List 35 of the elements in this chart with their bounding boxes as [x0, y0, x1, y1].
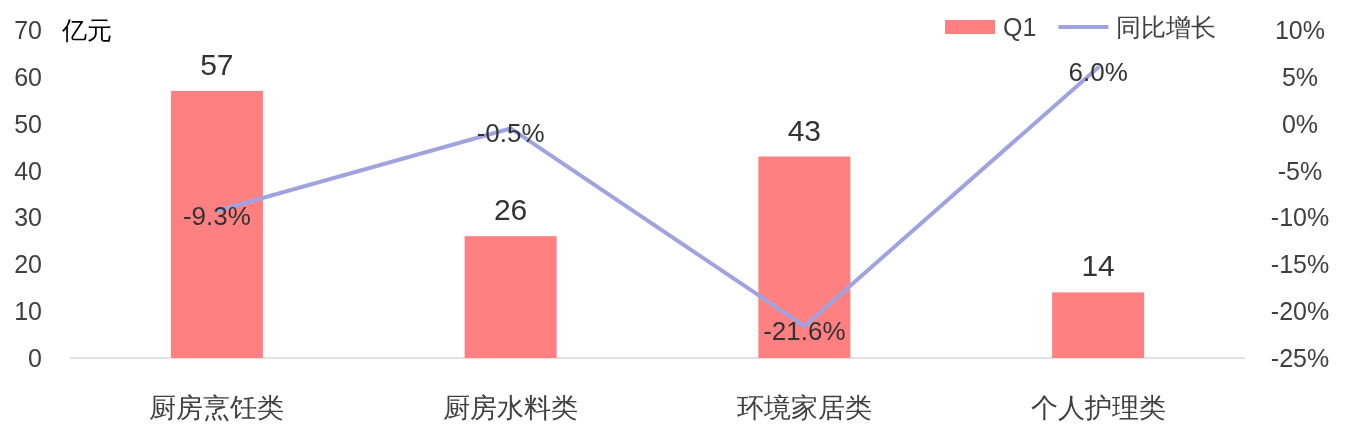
- y-tick-label: 10: [14, 297, 42, 326]
- data-label: 43: [787, 113, 822, 147]
- x-tick-label: 厨房烹饪类: [149, 393, 285, 423]
- legend-label: 同比增长: [1116, 13, 1217, 41]
- bar: [170, 90, 263, 358]
- data-label: 14: [1081, 249, 1115, 283]
- y2-tick-label: -15%: [1270, 250, 1330, 279]
- y-tick-label: 20: [14, 250, 42, 279]
- y2-tick-label: 5%: [1281, 62, 1319, 91]
- bar: [464, 236, 557, 358]
- y2-tick-label: -25%: [1270, 344, 1330, 372]
- y2-tick-label: 10%: [1274, 16, 1326, 44]
- y-tick-label: 70: [14, 16, 42, 44]
- data-label: 26: [493, 193, 528, 227]
- y2-tick-label: -20%: [1270, 297, 1330, 326]
- y2-tick-label: 0%: [1281, 109, 1319, 138]
- data-label: -0.5%: [476, 118, 545, 149]
- y-tick-label: 50: [14, 109, 42, 138]
- data-label: -9.3%: [182, 200, 251, 231]
- x-tick-label: 个人护理类: [1030, 393, 1166, 423]
- y-tick-label: 40: [14, 156, 42, 185]
- bar: [1052, 292, 1145, 358]
- y-tick-label: 60: [14, 62, 42, 91]
- x-tick-label: 环境家居类: [736, 393, 872, 423]
- data-label: 6.0%: [1068, 57, 1128, 88]
- y2-tick-label: -5%: [1277, 156, 1323, 185]
- y2-tick-label: -10%: [1270, 203, 1330, 232]
- data-label: -21.6%: [763, 316, 846, 347]
- data-label: 57: [200, 47, 234, 81]
- y-tick-label: 0: [28, 344, 42, 372]
- y-axis-title: 亿元: [61, 16, 112, 44]
- legend-label: Q1: [1003, 13, 1037, 41]
- bar: [758, 156, 851, 358]
- x-tick-label: 厨房水料类: [443, 393, 579, 423]
- y-tick-label: 30: [14, 203, 42, 232]
